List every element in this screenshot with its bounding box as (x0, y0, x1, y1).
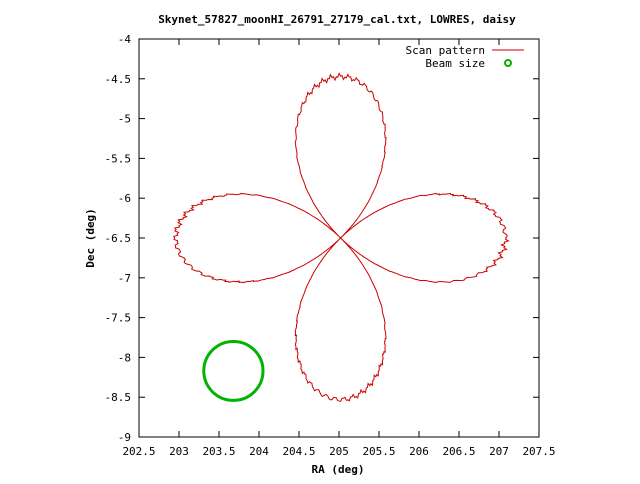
chart-title: Skynet_57827_moonHI_26791_27179_cal.txt,… (158, 13, 516, 26)
y-axis: -4 -4.5 -5 -5.5 -6 -6.5 -7 -7.5 -8 -8.5 -9 (105, 33, 539, 444)
legend-swatch-beam-size (504, 59, 512, 67)
y-axis-label: Dec (deg) (84, 208, 97, 268)
x-tick-label: 205.5 (362, 445, 395, 458)
y-tick-label: -9 (118, 431, 131, 444)
x-tick-label: 207.5 (522, 445, 555, 458)
legend-label-beam-size: Beam size (425, 57, 485, 70)
x-tick-label: 206 (409, 445, 429, 458)
x-axis: 202.5 203 203.5 204 204.5 205 205.5 206 206.5 207… (122, 39, 556, 458)
x-tick-label: 204.5 (282, 445, 315, 458)
x-tick-label: 204 (249, 445, 269, 458)
x-tick-label: 203.5 (202, 445, 235, 458)
beam-size-circle (202, 339, 265, 402)
legend-label-scan-pattern: Scan pattern (406, 44, 485, 57)
plot-frame (138, 38, 540, 438)
y-tick-label: -8 (118, 351, 131, 364)
legend: Scan pattern Beam size (406, 44, 524, 70)
y-tick-label: -6 (118, 192, 131, 205)
y-tick-label: -6.5 (105, 232, 132, 245)
y-tick-label: -7.5 (105, 312, 132, 325)
x-tick-label: 207 (489, 445, 509, 458)
y-tick-label: -4 (118, 33, 132, 46)
x-tick-label: 203 (169, 445, 189, 458)
scan-pattern-line (173, 72, 510, 403)
y-tick-label: -5 (118, 113, 131, 126)
x-tick-label: 206.5 (442, 445, 475, 458)
x-tick-label: 205 (329, 445, 349, 458)
y-tick-label: -7 (118, 272, 131, 285)
y-tick-label: -8.5 (105, 391, 132, 404)
x-axis-label: RA (deg) (312, 463, 365, 476)
y-tick-label: -4.5 (105, 73, 132, 86)
y-tick-label: -5.5 (105, 152, 132, 165)
x-tick-label: 202.5 (122, 445, 155, 458)
